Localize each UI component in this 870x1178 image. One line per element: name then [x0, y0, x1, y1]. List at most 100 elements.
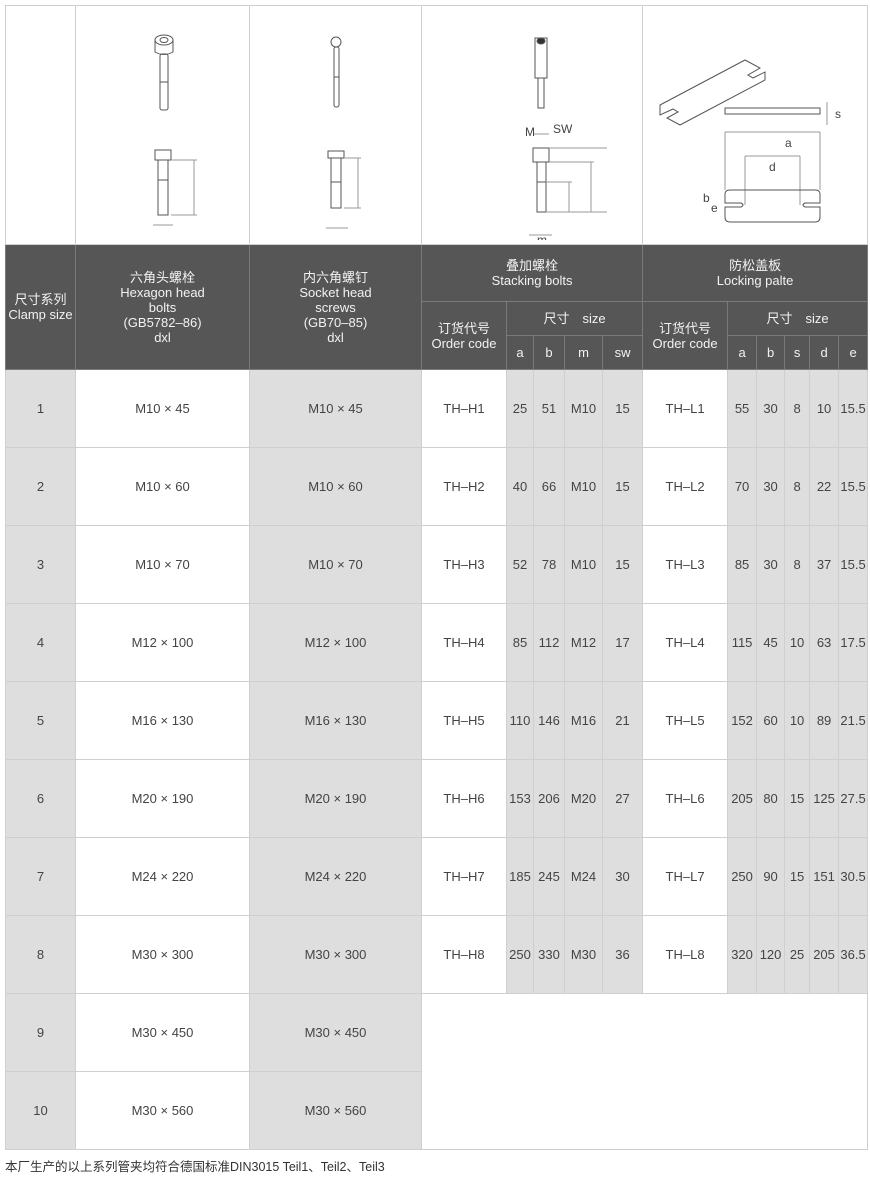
stacking-b-cell: 146 — [533, 681, 565, 760]
locking-d-cell: 22 — [809, 447, 840, 526]
table-row: 6 M20 × 190 M20 × 190 TH–H6 153 206 M20 27 TH–L6… — [5, 759, 869, 838]
locking-d-cell: 205 — [809, 915, 840, 994]
locking-e-cell: 15.5 — [838, 525, 869, 604]
label-b: b — [703, 191, 710, 205]
header-col: d — [809, 335, 840, 370]
stacking-m-cell: M10 — [564, 525, 603, 604]
header-clamp-size: 尺寸系列 Clamp size — [5, 244, 76, 370]
stacking-m-cell: M12 — [564, 603, 603, 682]
locking-s-cell: 10 — [784, 681, 811, 760]
header-locking-order-code: 订货代号 Order code — [642, 301, 729, 370]
header-hex-bolts: 六角头螺栓 Hexagon head bolts (GB5782–86) dxl — [75, 244, 250, 370]
stacking-sw-cell: 17 — [601, 603, 644, 682]
table-row: 2 M10 × 60 M10 × 60 TH–H2 40 66 M10 15 TH–L2 70 30… — [5, 447, 869, 526]
clamp-size-cell: 9 — [5, 993, 76, 1072]
locking-b-cell: 120 — [756, 915, 786, 994]
locking-s-cell: 8 — [784, 525, 811, 604]
stacking-order-code-cell: TH–H5 — [421, 681, 507, 760]
locking-e-cell: 30.5 — [838, 837, 869, 916]
stacking-b-cell: 330 — [533, 915, 565, 994]
locking-e-cell: 36.5 — [838, 915, 869, 994]
label-a: a — [785, 136, 792, 150]
stacking-sw-cell: 15 — [601, 525, 644, 604]
locking-plate-illustration: a d s b e — [642, 5, 869, 245]
stacking-a-cell: 250 — [506, 915, 534, 994]
header-col: a — [727, 335, 758, 370]
stacking-m-cell: M10 — [564, 447, 603, 526]
header-col: sw — [601, 335, 644, 370]
blank-image-cell — [5, 5, 76, 245]
header-col: b — [533, 335, 565, 370]
clamp-size-cell: 4 — [5, 603, 76, 682]
hex-bolt-cell: M20 × 190 — [75, 759, 250, 838]
empty-area — [420, 993, 869, 1150]
table-row: 3 M10 × 70 M10 × 70 TH–H3 52 78 M10 15 TH–L3 85 30… — [5, 525, 869, 604]
hex-bolt-cell: M30 × 450 — [75, 993, 250, 1072]
header-locking-plate: 防松盖板 Locking palte — [642, 244, 869, 302]
locking-d-cell: 89 — [809, 681, 840, 760]
stacking-a-cell: 85 — [506, 603, 534, 682]
clamp-size-cell: 10 — [5, 1071, 76, 1150]
hex-bolt-cell: M10 × 70 — [75, 525, 250, 604]
header-stacking-size: 尺寸 size — [505, 301, 644, 336]
locking-a-cell: 85 — [727, 525, 758, 604]
header-col: m — [564, 335, 603, 370]
locking-order-code-cell: TH–L2 — [642, 447, 729, 526]
clamp-size-cell: 1 — [5, 369, 76, 448]
stacking-a-cell: 153 — [506, 759, 534, 838]
locking-d-cell: 37 — [809, 525, 840, 604]
label-m-thread: M — [525, 125, 535, 139]
socket-screw-cell: M24 × 220 — [249, 837, 422, 916]
locking-s-cell: 25 — [784, 915, 811, 994]
socket-screw-cell: M30 × 300 — [249, 915, 422, 994]
label-sw: SW — [553, 122, 573, 136]
clamp-size-cell: 8 — [5, 915, 76, 994]
locking-b-cell: 30 — [756, 369, 786, 448]
stacking-b-cell: 206 — [533, 759, 565, 838]
clamp-size-cell: 3 — [5, 525, 76, 604]
header-col: s — [784, 335, 811, 370]
socket-screw-cell: M10 × 70 — [249, 525, 422, 604]
header-col: b — [756, 335, 786, 370]
stacking-sw-cell: 21 — [601, 681, 644, 760]
socket-screw-cell: M12 × 100 — [249, 603, 422, 682]
socket-screw-cell: M20 × 190 — [249, 759, 422, 838]
stacking-a-cell: 110 — [506, 681, 534, 760]
table-row: 10 M30 × 560 M30 × 560 — [5, 1071, 868, 1150]
hex-bolt-cell: M10 × 45 — [75, 369, 250, 448]
locking-e-cell: 17.5 — [838, 603, 869, 682]
header-stacking-order-code: 订货代号 Order code — [421, 301, 507, 370]
hex-bolt-illustration: l — [75, 5, 250, 245]
locking-d-cell: 151 — [809, 837, 840, 916]
stacking-bolt-illustration: M SW m — [420, 5, 644, 245]
hex-bolt-cell: M30 × 560 — [75, 1071, 250, 1150]
stacking-b-cell: 51 — [533, 369, 565, 448]
locking-order-code-cell: TH–L4 — [642, 603, 729, 682]
clamp-size-cell: 7 — [5, 837, 76, 916]
stacking-order-code-cell: TH–H8 — [421, 915, 507, 994]
stacking-b-cell: 66 — [533, 447, 565, 526]
stacking-sw-cell: 27 — [601, 759, 644, 838]
socket-screw-cell: M30 × 560 — [249, 1071, 422, 1150]
locking-a-cell: 70 — [727, 447, 758, 526]
stacking-order-code-cell: TH–H7 — [421, 837, 507, 916]
socket-screw-cell: M16 × 130 — [249, 681, 422, 760]
stacking-m-cell: M24 — [564, 837, 603, 916]
stacking-m-cell: M10 — [564, 369, 603, 448]
stacking-m-cell: M20 — [564, 759, 603, 838]
stacking-m-cell: M30 — [564, 915, 603, 994]
stacking-m-cell: M16 — [564, 681, 603, 760]
stacking-sw-cell: 30 — [601, 837, 644, 916]
label-s: s — [835, 107, 841, 121]
clamp-size-cell: 5 — [5, 681, 76, 760]
stacking-order-code-cell: TH–H6 — [421, 759, 507, 838]
stacking-a-cell: 52 — [506, 525, 534, 604]
table-row: 4 M12 × 100 M12 × 100 TH–H4 85 112 M12 17 TH–L4 1… — [5, 603, 869, 682]
locking-s-cell: 15 — [784, 837, 811, 916]
locking-b-cell: 30 — [756, 525, 786, 604]
locking-a-cell: 152 — [727, 681, 758, 760]
locking-order-code-cell: TH–L7 — [642, 837, 729, 916]
stacking-sw-cell: 36 — [601, 915, 644, 994]
header-locking-size: 尺寸 size — [727, 301, 869, 336]
locking-s-cell: 8 — [784, 447, 811, 526]
